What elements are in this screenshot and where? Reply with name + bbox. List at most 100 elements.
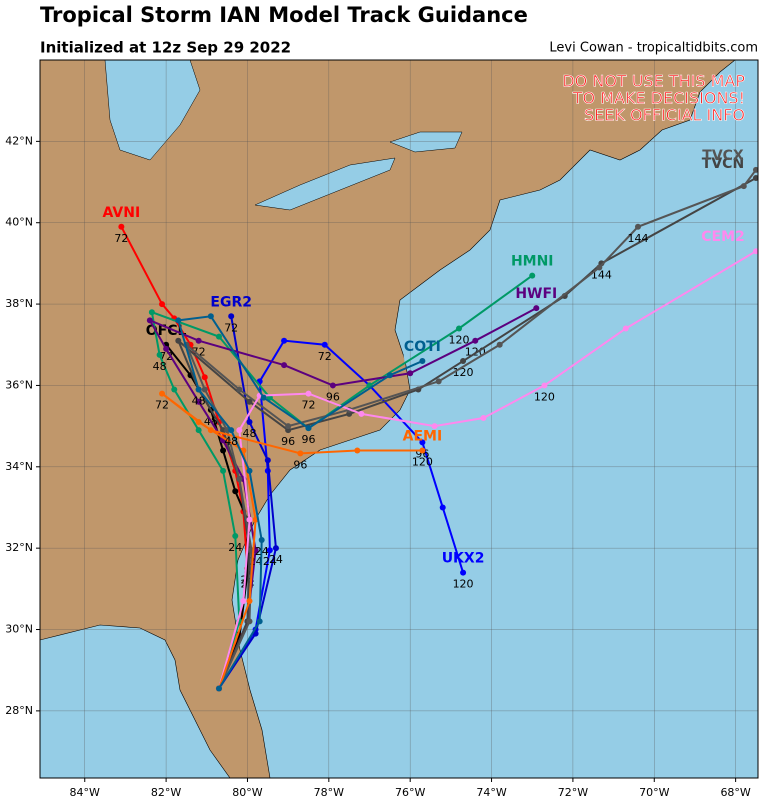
- track-point: [740, 183, 747, 190]
- track-point: [215, 685, 222, 692]
- x-tick-label: 76°W: [395, 786, 425, 799]
- model-name: UKX2: [442, 551, 485, 567]
- model-name: AVNI: [103, 205, 141, 221]
- model-name: HMNI: [511, 254, 554, 270]
- track-point: [258, 537, 265, 544]
- track-point: [236, 427, 243, 434]
- model-name: EGR2: [210, 294, 252, 310]
- track-point: [354, 447, 361, 454]
- hour-label: 96: [326, 390, 340, 403]
- track-point: [266, 547, 273, 554]
- hour-label: 24: [228, 541, 242, 554]
- y-tick-label: 30°N: [5, 623, 33, 636]
- chesapeake-bay: [400, 300, 418, 365]
- hour-label: 96: [301, 433, 315, 446]
- track-point: [297, 450, 304, 457]
- track-point: [159, 301, 166, 308]
- track-point: [171, 386, 178, 393]
- track-point: [220, 467, 227, 474]
- track-point: [456, 325, 463, 332]
- track-point: [207, 427, 214, 434]
- track-point: [634, 223, 641, 230]
- hour-label: 72: [114, 232, 128, 245]
- hour-label: 48: [224, 435, 238, 448]
- hour-label: 120: [534, 390, 555, 403]
- subtitle: Initialized at 12z Sep 29 2022: [40, 39, 291, 57]
- track-point: [195, 427, 202, 434]
- track-point: [752, 248, 758, 255]
- hour-label: 120: [449, 333, 470, 346]
- x-tick-label: 70°W: [639, 786, 669, 799]
- track-point: [175, 317, 182, 324]
- track-point: [195, 398, 202, 405]
- hour-label: 120: [453, 578, 474, 591]
- hour-label: 72: [224, 321, 238, 334]
- hour-label: 144: [627, 232, 648, 245]
- lake-ontario: [389, 131, 463, 153]
- track-point: [419, 447, 426, 454]
- y-tick-label: 34°N: [5, 460, 33, 473]
- hour-label: 48: [192, 395, 206, 408]
- track-line: [177, 315, 423, 690]
- hour-label: 72: [155, 399, 169, 412]
- track-point: [246, 516, 253, 523]
- hour-label: 120: [412, 456, 433, 469]
- track-point: [232, 532, 239, 539]
- lake-huron: [104, 60, 201, 161]
- track-point: [496, 341, 503, 348]
- track-point: [260, 394, 267, 401]
- x-tick-label: 82°W: [151, 786, 181, 799]
- hour-label: 72: [318, 350, 332, 363]
- track-point: [246, 419, 253, 426]
- track-point: [156, 351, 163, 358]
- track-point: [386, 372, 393, 379]
- x-tick-label: 74°W: [476, 786, 506, 799]
- track-point: [201, 374, 208, 381]
- model-name: TVCN: [702, 156, 744, 172]
- track-point: [480, 414, 487, 421]
- track-point: [236, 386, 243, 393]
- hour-label: 48: [243, 427, 257, 440]
- track-point: [472, 337, 479, 344]
- credit: Levi Cowan - tropicaltidbits.com: [549, 41, 758, 56]
- track-line: [218, 250, 757, 689]
- track-point: [305, 390, 312, 397]
- track-point: [622, 325, 629, 332]
- track-point: [220, 447, 227, 454]
- title: Tropical Storm IAN Model Track Guidance: [40, 3, 528, 27]
- track-point: [195, 337, 202, 344]
- track-point: [407, 370, 414, 377]
- x-tick-label: 68°W: [720, 786, 750, 799]
- track-point: [256, 618, 263, 625]
- track-point: [358, 410, 365, 417]
- track-point: [201, 386, 208, 393]
- x-tick-label: 84°W: [70, 786, 100, 799]
- track-point: [236, 476, 243, 483]
- track-line: [161, 392, 423, 689]
- track-point: [195, 419, 202, 426]
- track-point: [146, 317, 153, 324]
- y-tick-label: 38°N: [5, 297, 33, 310]
- track-point: [118, 223, 125, 230]
- x-tick-label: 72°W: [558, 786, 588, 799]
- track-point: [228, 313, 235, 320]
- model-name: CEM2: [701, 229, 745, 245]
- y-tick-label: 42°N: [5, 134, 33, 147]
- track-point: [305, 425, 312, 432]
- track-point: [752, 166, 758, 173]
- track-point: [159, 390, 166, 397]
- model-name: COTI: [404, 339, 441, 355]
- track-point: [439, 504, 446, 511]
- track-point: [175, 337, 182, 344]
- track-line: [218, 316, 277, 690]
- track-point: [246, 467, 253, 474]
- track-line: [185, 169, 757, 689]
- track-point: [264, 457, 271, 464]
- track-line: [150, 274, 533, 689]
- x-tick-label: 78°W: [314, 786, 344, 799]
- track-point: [596, 264, 603, 271]
- track-point: [460, 358, 467, 365]
- hour-label: 96: [293, 458, 307, 471]
- track-point: [246, 598, 253, 605]
